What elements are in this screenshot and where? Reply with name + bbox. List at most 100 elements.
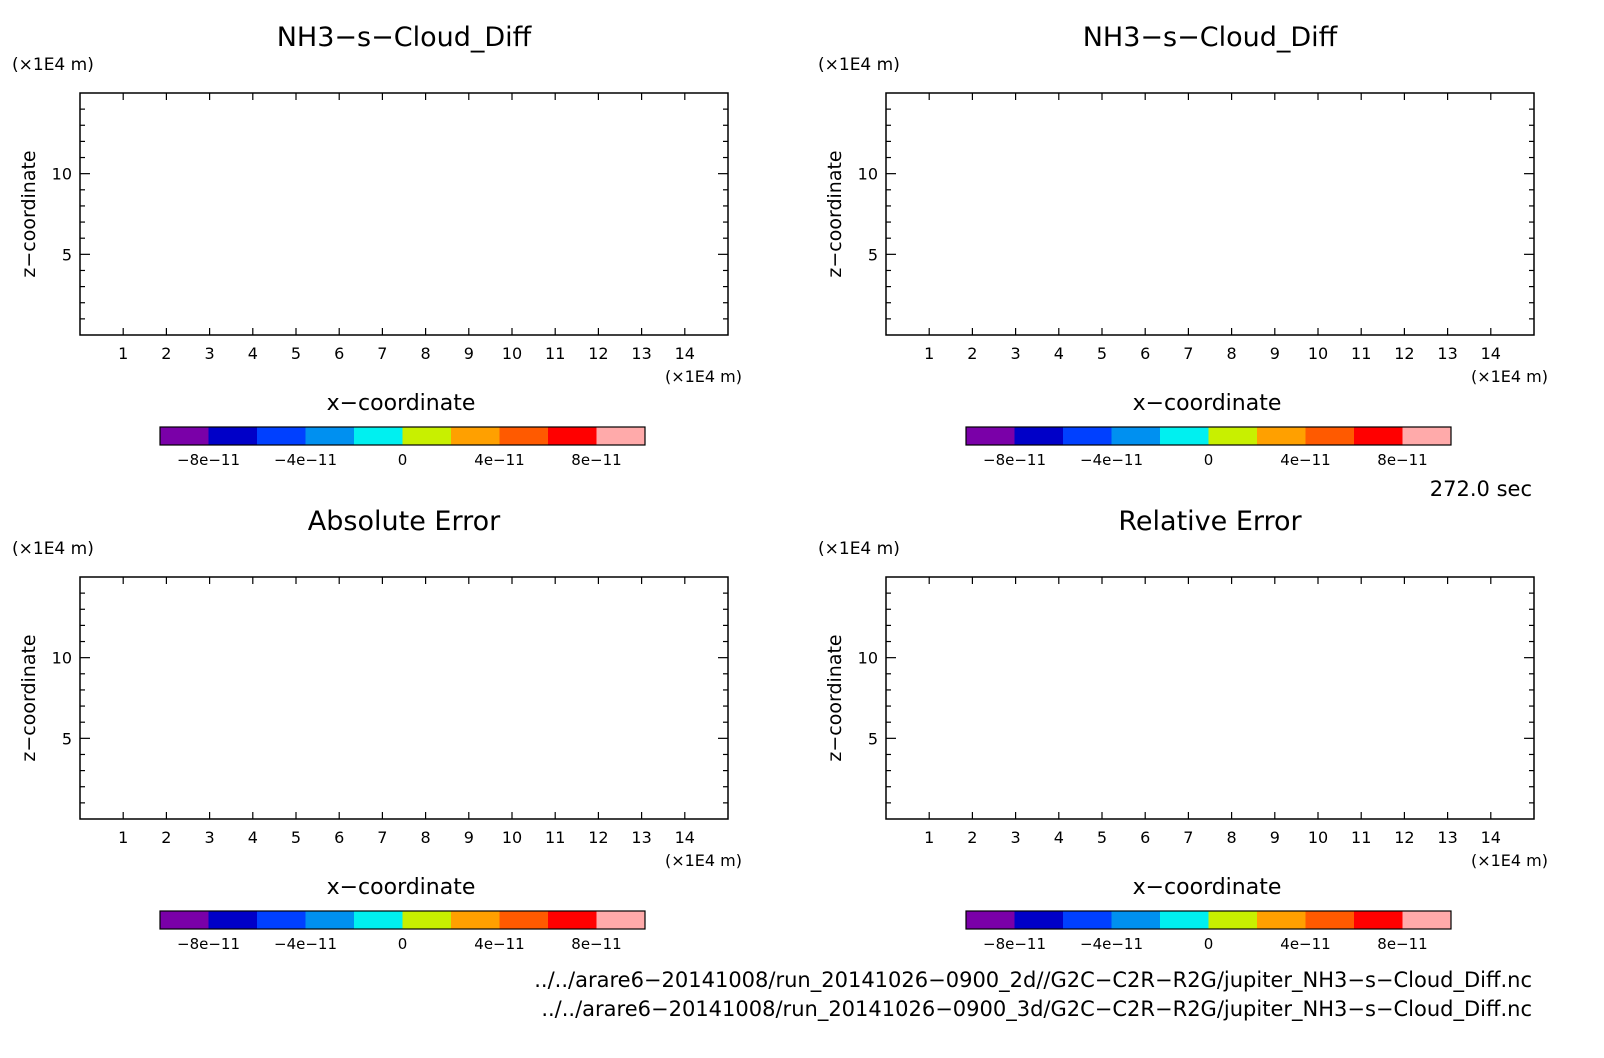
x-tick-label: 12 [588,344,608,363]
colorbar-frame [159,426,646,446]
x-tick-label: 11 [1351,828,1371,847]
x-tick-label: 13 [1437,344,1457,363]
x-tick-label: 10 [502,344,522,363]
x-axis-label: x−coordinate [327,391,476,416]
y-unit-label: (×1E4 m) [12,55,94,75]
colorbar-swatch [1111,911,1160,929]
colorbar-swatch [1063,427,1112,445]
x-tick-label: 12 [1394,828,1414,847]
colorbar-label: 8e−11 [571,935,621,953]
colorbar-label: −4e−11 [1080,451,1143,469]
colorbar-swatch [1354,427,1403,445]
x-tick-label: 7 [377,828,387,847]
x-tick-label: 12 [588,828,608,847]
x-tick-label: 3 [205,828,215,847]
colorbar-label: −4e−11 [274,451,337,469]
colorbar-swatch [1014,911,1063,929]
colorbar-label: 0 [398,935,408,953]
colorbar-swatch [1208,427,1257,445]
colorbar-swatch [966,427,1015,445]
x-tick-label: 8 [421,344,431,363]
x-tick-label: 1 [924,828,934,847]
x-tick-label: 14 [1481,828,1501,847]
colorbar-frame [159,910,646,930]
x-tick-label: 11 [545,344,565,363]
colorbar-swatch [1160,427,1209,445]
x-tick-label: 13 [1437,828,1457,847]
y-tick-label: 10 [52,165,72,184]
x-tick-label: 5 [1097,344,1107,363]
colorbar-swatch [354,911,403,929]
colorbar-swatch [499,911,548,929]
x-tick-label: 7 [1183,344,1193,363]
x-tick-label: 1 [118,344,128,363]
colorbar-swatch [548,911,597,929]
x-tick-label: 8 [421,828,431,847]
colorbar-label: −4e−11 [1080,935,1143,953]
colorbar-swatch [451,911,500,929]
x-tick-label: 3 [1011,344,1021,363]
colorbar-swatch [1305,911,1354,929]
x-tick-label: 6 [334,828,344,847]
x-tick-label: 2 [967,828,977,847]
x-tick-label: 4 [248,828,258,847]
colorbar-label: 4e−11 [1280,935,1330,953]
x-tick-label: 2 [161,828,171,847]
plot-frame [79,92,729,336]
plot-frame [79,576,729,820]
colorbar-swatch [596,427,645,445]
panel-title: Relative Error [1118,506,1302,537]
y-unit-label: (×1E4 m) [818,539,900,559]
chart-panel-2: NH3−s−Cloud_Diff(×1E4 m)1 2 3 4 5 6 7 8 9 10 11 12 1… [818,22,1548,469]
x-tick-label: 3 [205,344,215,363]
y-tick-label: 5 [868,729,878,748]
colorbar-swatch [1063,911,1112,929]
y-axis-label: z−coordinate [824,634,846,761]
colorbar-label: −8e−11 [983,935,1046,953]
x-tick-label: 5 [291,828,301,847]
x-tick-label: 14 [675,828,695,847]
x-tick-label: 6 [334,344,344,363]
plot-frame [885,576,1535,820]
colorbar-label: 4e−11 [474,451,524,469]
plot-frame [885,92,1535,336]
chart-panel-4: Relative Error(×1E4 m)1 2 3 4 5 6 7 8 9 10 11 12 13 1… [818,506,1548,953]
colorbar-label: 8e−11 [571,451,621,469]
y-axis-label: z−coordinate [18,150,40,277]
colorbar-frame [965,910,1452,930]
x-unit-label: (×1E4 m) [665,367,742,386]
colorbar-label: 0 [1204,935,1214,953]
colorbar-swatch [208,911,257,929]
colorbar-swatch [1257,911,1306,929]
x-unit-label: (×1E4 m) [1471,367,1548,386]
x-axis-label: x−coordinate [1133,875,1282,900]
colorbar-label: 4e−11 [474,935,524,953]
colorbar-swatch [1208,911,1257,929]
panel-title: NH3−s−Cloud_Diff [1083,22,1339,53]
x-tick-label: 6 [1140,344,1150,363]
time-label: 272.0 sec [1430,477,1532,501]
x-tick-label: 1 [924,344,934,363]
file-path-2d: ../../arare6−20141008/run_20141026−0900_… [534,968,1532,993]
colorbar-swatch [1111,427,1160,445]
chart-panel-3: Absolute Error(×1E4 m)1 2 3 4 5 6 7 8 9 10 11 12 13 1… [12,506,742,953]
x-tick-label: 14 [675,344,695,363]
x-tick-label: 9 [464,344,474,363]
x-tick-label: 12 [1394,344,1414,363]
colorbar-swatch [1257,427,1306,445]
colorbar-swatch [966,911,1015,929]
colorbar-swatch [1354,911,1403,929]
panel-title: NH3−s−Cloud_Diff [277,22,533,53]
x-tick-label: 5 [1097,828,1107,847]
colorbar-swatch [354,427,403,445]
colorbar-swatch [596,911,645,929]
colorbar-swatch [1014,427,1063,445]
colorbar-label: −8e−11 [177,935,240,953]
colorbar-label: −8e−11 [983,451,1046,469]
x-tick-label: 10 [1308,828,1328,847]
colorbar-swatch [160,911,209,929]
file-path-3d: ../../arare6−20141008/run_20141026−0900_… [541,997,1532,1022]
x-unit-label: (×1E4 m) [665,851,742,870]
x-tick-label: 3 [1011,828,1021,847]
